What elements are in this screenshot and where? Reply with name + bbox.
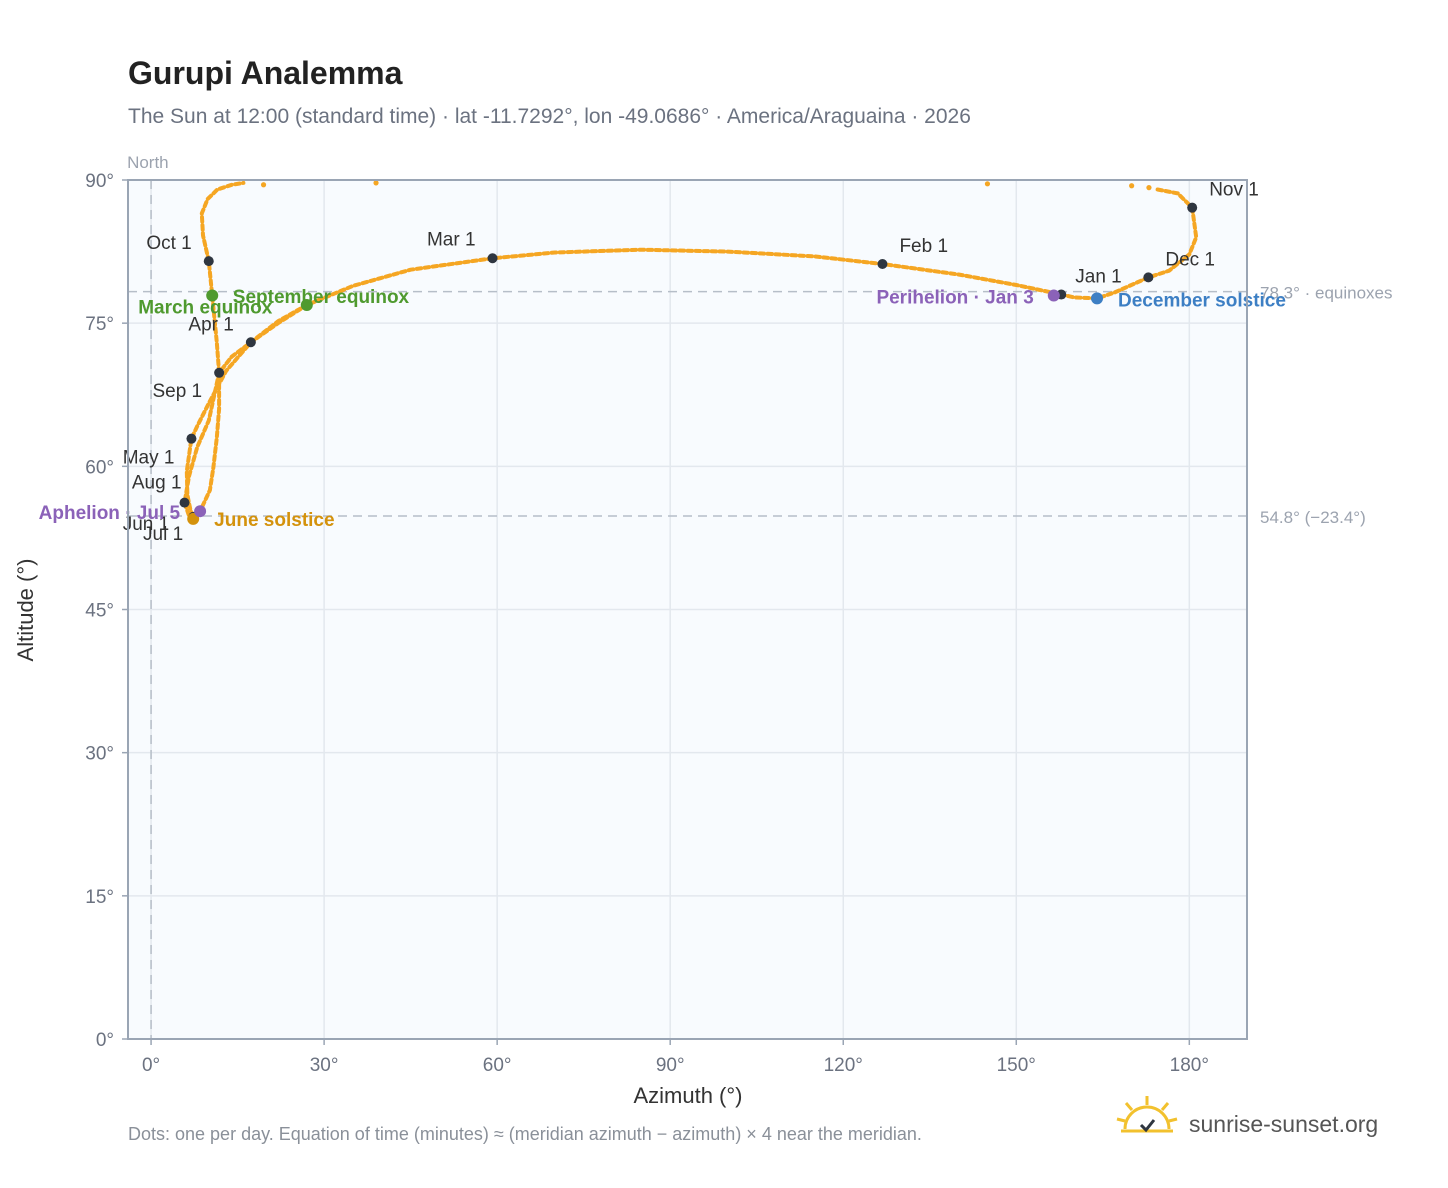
daily-dot <box>373 180 379 186</box>
month-marker <box>179 497 190 508</box>
x-tick-label: 60° <box>483 1055 512 1076</box>
analemma-daily-dots <box>1146 205 1199 280</box>
event-marker <box>1091 292 1104 305</box>
reference-lines: 78.3° · equinoxes 54.8° (−23.4°) <box>128 284 1393 527</box>
event-label: Aphelion · Jul 5 <box>39 503 181 524</box>
y-tick-label: 60° <box>85 457 114 478</box>
month-label: Nov 1 <box>1209 180 1259 201</box>
month-marker <box>186 433 197 444</box>
event-marker <box>300 299 313 312</box>
x-tick-label: 90° <box>656 1055 685 1076</box>
footnote: Dots: one per day. Equation of time (min… <box>128 1124 922 1144</box>
month-label: Aug 1 <box>132 473 182 494</box>
north-marker: North <box>127 153 169 1039</box>
event-marker <box>1047 289 1060 302</box>
y-tick-label: 30° <box>85 744 114 765</box>
month-label: Feb 1 <box>899 236 948 257</box>
daily-dot <box>260 182 267 188</box>
sun-logo-icon <box>1116 1096 1178 1133</box>
chart-title: Gurupi Analemma <box>128 55 403 91</box>
y-tick-label: 0° <box>96 1030 114 1051</box>
month-label: Jan 1 <box>1075 267 1121 288</box>
reference-line-label: 78.3° · equinoxes <box>1260 284 1393 303</box>
month-label: Sep 1 <box>152 381 202 402</box>
month-marker <box>214 367 225 378</box>
month-label: Dec 1 <box>1165 249 1215 270</box>
daily-dot <box>1129 183 1135 189</box>
month-marker <box>1143 272 1154 283</box>
x-tick-label: 150° <box>997 1055 1036 1076</box>
y-tick-label: 90° <box>85 171 114 192</box>
month-label: Jul 1 <box>143 524 183 545</box>
axis-ticks: 0° 30° 60° 90° 120° 150° 180° 0° 15° 30° 45° 60° 75°… <box>85 171 1209 1076</box>
event-marker <box>194 505 207 518</box>
event-marker <box>187 512 200 525</box>
event-marker <box>206 289 219 302</box>
brand-name: sunrise-sunset.org <box>1189 1111 1378 1137</box>
x-tick-label: 30° <box>310 1055 339 1076</box>
y-tick-label: 15° <box>85 887 114 908</box>
daily-dot <box>984 181 991 187</box>
x-axis-label: Azimuth (°) <box>633 1083 742 1108</box>
x-tick-label: 120° <box>824 1055 863 1076</box>
chart-subtitle: The Sun at 12:00 (standard time) · lat -… <box>128 105 971 128</box>
reference-line-label: 54.8° (−23.4°) <box>1260 508 1366 527</box>
month-label: May 1 <box>123 448 175 469</box>
month-marker <box>877 258 888 269</box>
month-label: Apr 1 <box>188 314 233 335</box>
event-label: June solstice <box>214 510 334 531</box>
y-tick-label: 45° <box>85 601 114 622</box>
month-marker <box>245 337 256 348</box>
month-marker <box>1187 202 1198 213</box>
x-tick-label: 0° <box>142 1055 160 1076</box>
event-label: December solstice <box>1118 290 1286 311</box>
month-label: Mar 1 <box>427 229 476 250</box>
event-label: September equinox <box>233 287 410 308</box>
y-axis-label: Altitude (°) <box>13 559 38 662</box>
month-marker <box>203 256 214 267</box>
north-label: North <box>127 153 169 172</box>
daily-dot <box>1146 185 1152 191</box>
analemma-daily-dots <box>1155 187 1195 210</box>
month-marker <box>487 253 498 264</box>
x-tick-label: 180° <box>1170 1055 1209 1076</box>
month-label: Oct 1 <box>146 233 191 254</box>
y-tick-label: 75° <box>85 314 114 335</box>
event-label: Perihelion · Jan 3 <box>876 287 1033 308</box>
month-label: Jun 1 <box>123 514 169 535</box>
event-label: March equinox <box>138 297 273 318</box>
